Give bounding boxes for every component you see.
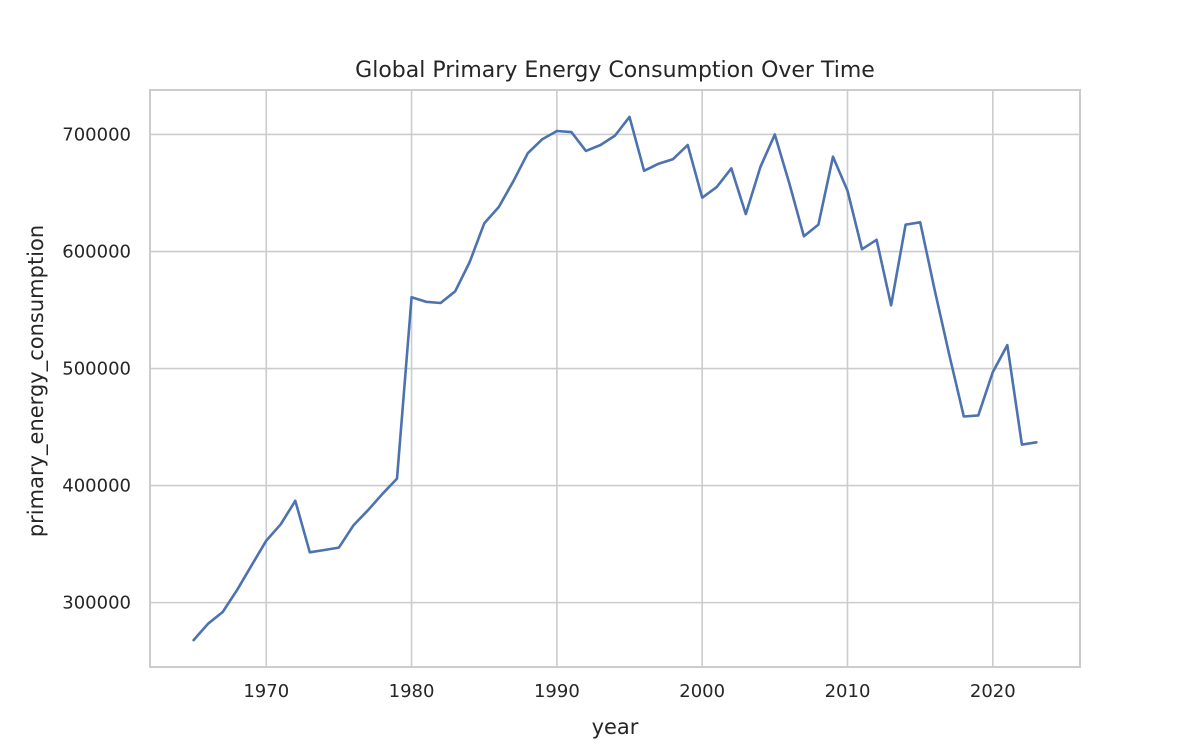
grid-lines [150,90,1080,667]
x-tick-labels: 1970 1980 1990 2000 2010 2020 [243,681,1015,702]
x-tick-label: 2000 [679,681,725,702]
x-tick-label: 2020 [970,681,1016,702]
y-tick-label: 500000 [62,359,131,380]
series-line [192,115,1038,642]
y-tick-label: 700000 [62,124,131,145]
chart-title: Global Primary Energy Consumption Over T… [355,58,875,83]
y-tick-label: 400000 [62,476,131,497]
x-tick-label: 1990 [534,681,580,702]
x-axis-label: year [592,715,639,739]
y-axis-label: primary_energy_consumption [24,225,49,537]
y-tick-labels: 300000 400000 500000 600000 700000 [62,124,131,613]
x-tick-label: 2010 [825,681,871,702]
x-tick-label: 1980 [389,681,435,702]
x-tick-label: 1970 [243,681,289,702]
y-tick-label: 600000 [62,242,131,263]
plot-frame [149,89,1081,668]
series-group [192,115,1038,642]
y-tick-label: 300000 [62,593,131,614]
